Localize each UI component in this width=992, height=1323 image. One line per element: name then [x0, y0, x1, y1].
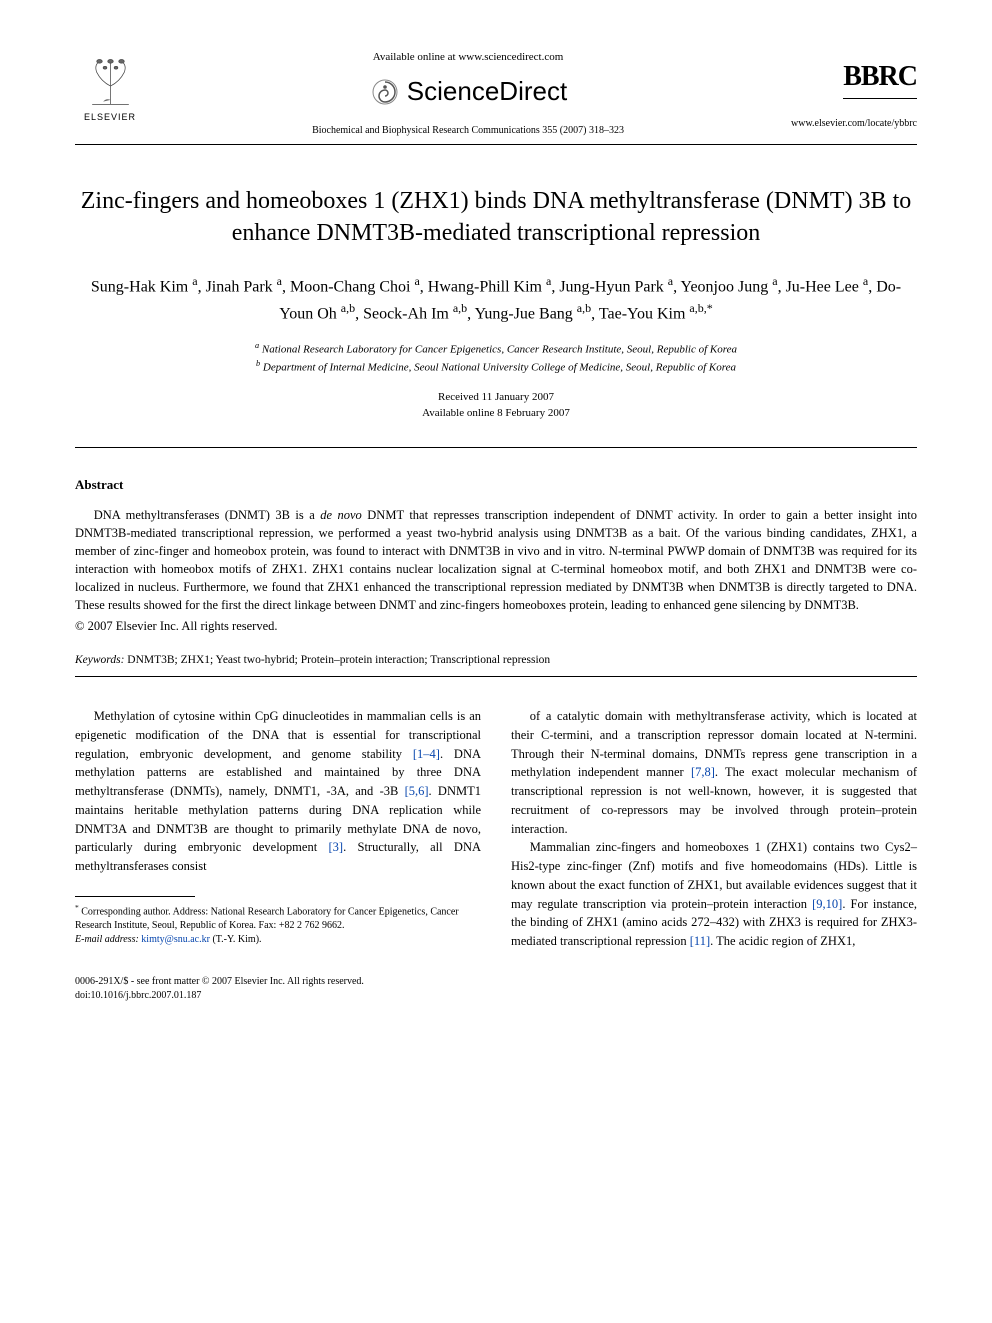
- elsevier-logo: ELSEVIER: [75, 54, 145, 134]
- article-title: Zinc-fingers and homeoboxes 1 (ZHX1) bin…: [75, 185, 917, 250]
- online-date: Available online 8 February 2007: [75, 405, 917, 422]
- body-paragraph: of a catalytic domain with methyltransfe…: [511, 707, 917, 838]
- corresponding-author-footnote: * Corresponding author. Address: Nationa…: [75, 903, 481, 947]
- sciencedirect-logo: ScienceDirect: [145, 73, 791, 109]
- keywords-line: Keywords: DNMT3B; ZHX1; Yeast two-hybrid…: [75, 652, 917, 668]
- elsevier-label: ELSEVIER: [84, 111, 136, 124]
- sciencedirect-text: ScienceDirect: [407, 73, 567, 109]
- divider: [75, 447, 917, 448]
- footnote-rule: [75, 896, 195, 897]
- footnote-corr-text: Corresponding author. Address: National …: [75, 906, 459, 931]
- email-name: (T.-Y. Kim).: [212, 934, 261, 945]
- abstract-heading: Abstract: [75, 476, 917, 494]
- authors-list: Sung-Hak Kim a, Jinah Park a, Moon-Chang…: [75, 272, 917, 327]
- divider: [75, 144, 917, 145]
- email-address[interactable]: kimty@snu.ac.kr: [141, 934, 210, 945]
- journal-url: www.elsevier.com/locate/ybbrc: [791, 117, 917, 131]
- sd-swirl-icon: [369, 76, 401, 108]
- body-columns: Methylation of cytosine within CpG dinuc…: [75, 707, 917, 951]
- abstract-text: DNA methyltransferases (DNMT) 3B is a de…: [75, 506, 917, 615]
- available-online-text: Available online at www.sciencedirect.co…: [145, 50, 791, 65]
- article-dates: Received 11 January 2007 Available onlin…: [75, 389, 917, 422]
- elsevier-tree-icon: [83, 54, 138, 109]
- bottom-info: 0006-291X/$ - see front matter © 2007 El…: [75, 975, 917, 1003]
- column-right: of a catalytic domain with methyltransfe…: [511, 707, 917, 951]
- keywords-label: Keywords:: [75, 654, 124, 666]
- affiliation-b: b Department of Internal Medicine, Seoul…: [75, 358, 917, 376]
- bbrc-logo: BBRC: [843, 57, 917, 99]
- body-paragraph: Mammalian zinc-fingers and homeoboxes 1 …: [511, 838, 917, 951]
- affiliation-a: a National Research Laboratory for Cance…: [75, 340, 917, 358]
- affiliations: a National Research Laboratory for Cance…: [75, 340, 917, 376]
- center-banner: Available online at www.sciencedirect.co…: [145, 50, 791, 138]
- journal-reference: Biochemical and Biophysical Research Com…: [145, 124, 791, 138]
- body-paragraph: Methylation of cytosine within CpG dinuc…: [75, 707, 481, 876]
- title-block: Zinc-fingers and homeoboxes 1 (ZHX1) bin…: [75, 185, 917, 422]
- keywords-text: DNMT3B; ZHX1; Yeast two-hybrid; Protein–…: [127, 654, 550, 666]
- email-label: E-mail address:: [75, 934, 139, 945]
- received-date: Received 11 January 2007: [75, 389, 917, 406]
- header-banner: ELSEVIER Available online at www.science…: [75, 50, 917, 138]
- column-left: Methylation of cytosine within CpG dinuc…: [75, 707, 481, 951]
- bbrc-box: BBRC www.elsevier.com/locate/ybbrc: [791, 57, 917, 131]
- divider: [75, 676, 917, 677]
- copyright-line: © 2007 Elsevier Inc. All rights reserved…: [75, 618, 917, 636]
- doi-line: doi:10.1016/j.bbrc.2007.01.187: [75, 989, 917, 1003]
- issn-line: 0006-291X/$ - see front matter © 2007 El…: [75, 975, 917, 989]
